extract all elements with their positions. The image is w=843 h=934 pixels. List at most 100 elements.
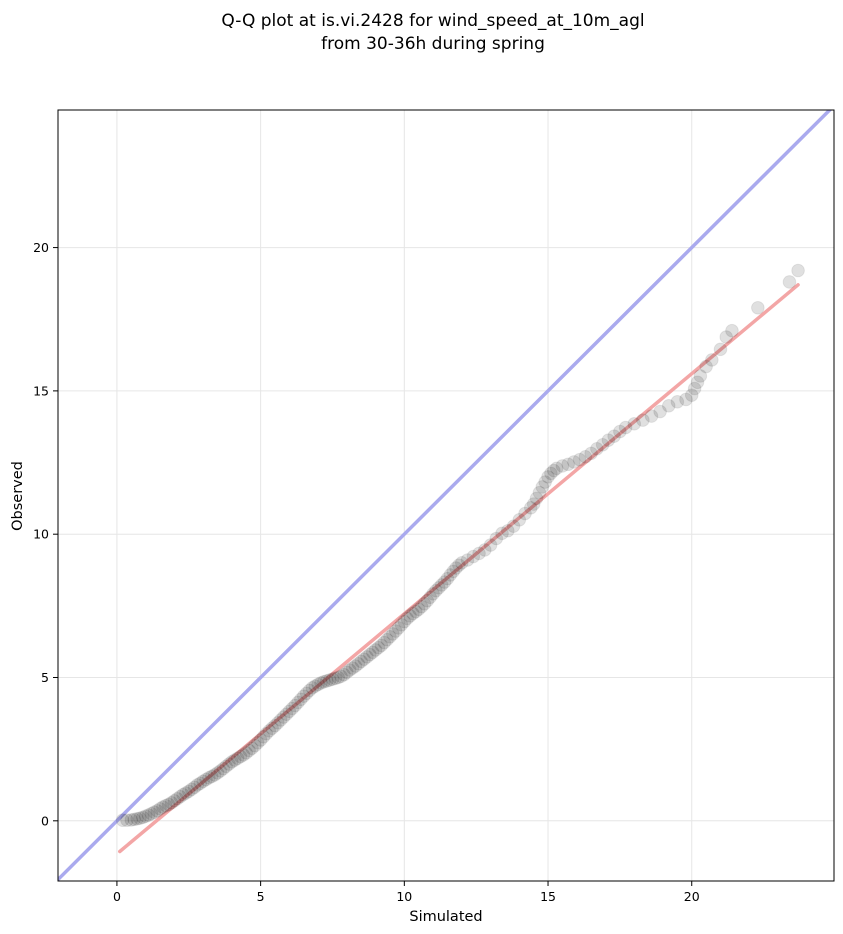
chart-title-line1: Q-Q plot at is.vi.2428 for wind_speed_at… xyxy=(221,11,644,31)
data-point xyxy=(227,753,242,767)
data-point xyxy=(478,543,492,557)
data-point xyxy=(512,513,527,527)
data-point xyxy=(141,808,156,822)
data-point xyxy=(423,590,437,605)
data-point xyxy=(156,800,170,814)
data-point xyxy=(216,761,231,776)
data-point xyxy=(322,673,337,687)
data-point xyxy=(138,809,153,824)
data-point xyxy=(409,604,423,619)
reference-lines xyxy=(58,110,833,881)
data-point xyxy=(161,797,176,812)
data-point xyxy=(460,553,475,567)
data-point xyxy=(578,450,593,464)
data-point xyxy=(690,375,705,390)
data-point xyxy=(567,455,581,469)
data-point xyxy=(365,645,380,660)
data-point xyxy=(391,621,406,635)
data-point xyxy=(572,452,587,467)
data-point xyxy=(340,665,354,680)
data-point xyxy=(452,558,466,572)
data-point xyxy=(590,441,604,456)
data-point xyxy=(184,782,199,797)
y-axis-label: Observed xyxy=(10,461,26,531)
data-point xyxy=(271,715,285,730)
data-point xyxy=(279,707,294,721)
data-point xyxy=(595,437,610,452)
data-point xyxy=(222,757,236,771)
data-point xyxy=(236,748,251,762)
data-point xyxy=(429,583,443,598)
data-point xyxy=(317,675,331,689)
data-point xyxy=(713,342,728,357)
data-point xyxy=(627,417,642,431)
data-point xyxy=(248,738,262,753)
x-tick-label: 15 xyxy=(540,889,556,904)
data-point xyxy=(400,611,415,626)
data-point xyxy=(455,556,469,570)
x-tick-label: 0 xyxy=(113,889,121,904)
data-point xyxy=(403,609,417,623)
data-point xyxy=(538,475,552,489)
data-point xyxy=(523,501,538,515)
data-point xyxy=(699,359,713,374)
axis-ticks: 0 5 10 15 20 0 5 10 15 20 xyxy=(33,240,700,904)
data-point xyxy=(417,597,432,611)
data-point xyxy=(601,433,616,447)
data-point xyxy=(173,789,187,804)
data-point xyxy=(319,674,334,688)
data-point xyxy=(133,811,147,826)
data-point xyxy=(653,404,667,419)
data-point xyxy=(705,353,719,367)
data-point xyxy=(193,776,208,791)
data-point xyxy=(164,795,179,810)
data-point xyxy=(245,741,259,756)
data-point xyxy=(360,650,374,664)
data-point xyxy=(411,602,426,617)
data-point xyxy=(495,526,509,541)
data-point xyxy=(124,813,139,827)
fit-line xyxy=(118,283,800,854)
data-point xyxy=(153,801,167,816)
data-point xyxy=(555,459,570,473)
y-tick-label: 0 xyxy=(41,813,49,828)
data-point xyxy=(296,689,311,703)
data-point xyxy=(426,587,440,601)
data-point xyxy=(242,743,256,758)
data-point xyxy=(782,275,797,289)
data-point xyxy=(230,751,245,766)
data-point xyxy=(120,813,134,828)
data-point xyxy=(285,701,300,716)
data-point xyxy=(437,575,452,589)
data-point xyxy=(210,766,225,780)
data-point xyxy=(725,323,739,338)
data-point xyxy=(383,630,397,644)
data-point xyxy=(204,769,219,784)
data-point xyxy=(282,704,297,719)
data-point xyxy=(368,643,383,657)
data-point xyxy=(529,491,544,506)
data-point xyxy=(207,768,222,782)
data-point xyxy=(253,733,268,747)
data-point xyxy=(179,786,193,800)
data-point xyxy=(432,580,446,595)
data-point xyxy=(541,470,555,484)
data-point xyxy=(225,754,239,769)
data-point xyxy=(239,746,254,760)
data-point xyxy=(291,695,305,710)
data-point xyxy=(273,713,288,727)
data-point xyxy=(500,523,515,538)
data-point xyxy=(791,263,805,278)
data-point xyxy=(233,749,248,764)
data-point xyxy=(256,730,271,744)
identity-line xyxy=(58,110,833,881)
data-point xyxy=(380,632,394,647)
chart-title-line2: from 30-36h during spring xyxy=(321,34,545,54)
data-point xyxy=(388,624,403,638)
data-point xyxy=(613,424,627,439)
data-point xyxy=(196,774,210,789)
data-point xyxy=(363,647,377,662)
data-point xyxy=(288,698,302,713)
data-point xyxy=(265,721,279,736)
